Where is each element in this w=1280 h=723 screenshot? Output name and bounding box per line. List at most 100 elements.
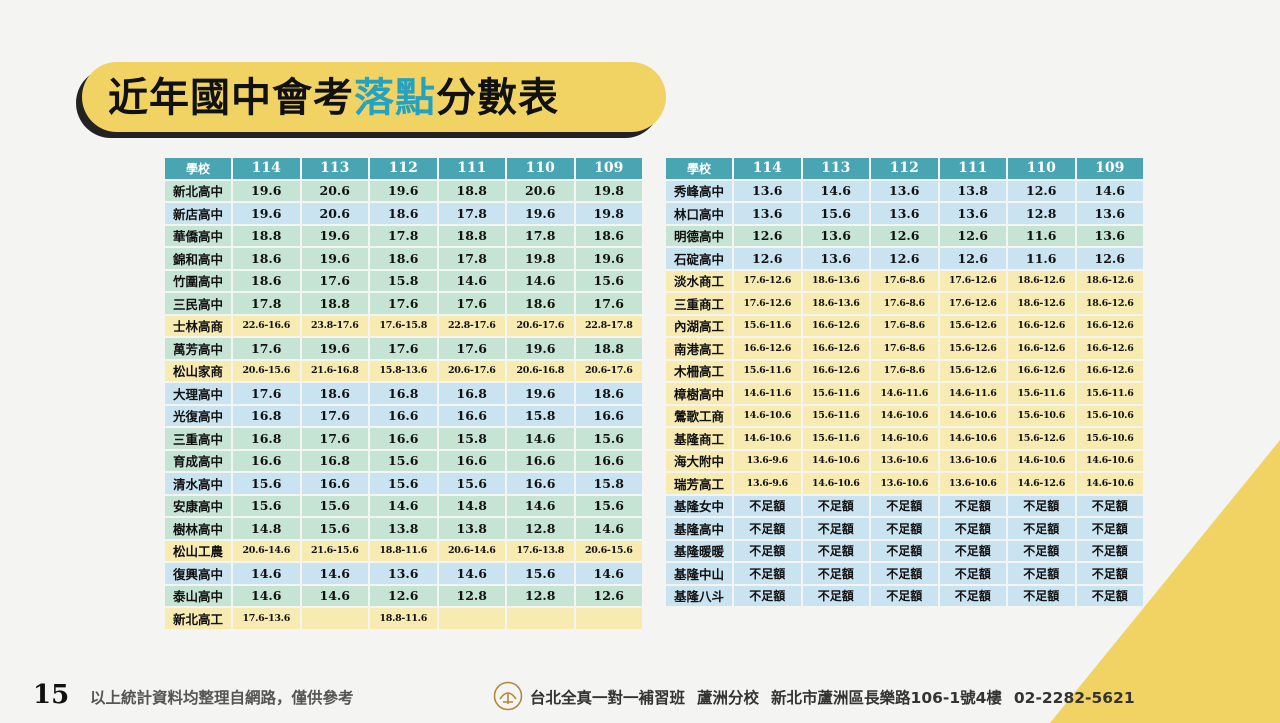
score-cell: 16.6-12.6: [802, 315, 869, 336]
score-cell: 18.8-11.6: [370, 540, 437, 561]
score-cell: 15.6: [438, 473, 505, 494]
score-cell: 16.8: [233, 405, 300, 426]
score-cell: 17.6-8.6: [871, 270, 938, 291]
score-cell: 14.6: [507, 270, 574, 291]
score-cell: 21.6-15.6: [301, 540, 368, 561]
score-cell: 不足額: [939, 563, 1006, 584]
table-row: 松山家商 20.6-15.6 21.6-16.8 15.8-13.6 20.6-17.6…: [165, 360, 642, 381]
column-header-year: 114: [233, 158, 300, 179]
score-cell: 13.6-9.6: [734, 473, 801, 494]
school-name-cell: 士林高商: [165, 315, 231, 336]
score-cell: 15.8: [507, 405, 574, 426]
score-cell: 17.6: [575, 293, 642, 314]
score-cell: 19.6: [301, 225, 368, 246]
score-cell: 12.6: [1008, 180, 1075, 201]
score-cell: 12.8: [1008, 203, 1075, 224]
score-cell: 13.8: [939, 180, 1006, 201]
score-cell: 21.6-16.8: [301, 360, 368, 381]
score-cell: 18.8: [438, 225, 505, 246]
score-cell: 13.6: [802, 225, 869, 246]
school-name-cell: 基隆八斗: [666, 585, 732, 606]
score-cell: 15.6: [301, 495, 368, 516]
score-cell: 20.6-17.6: [438, 360, 505, 381]
score-cell: 18.8: [575, 338, 642, 359]
table-row: 基隆中山 不足額 不足額 不足額 不足額 不足額 不足額: [666, 563, 1143, 584]
score-cell: 16.6-12.6: [802, 338, 869, 359]
score-cell: 14.6-10.6: [802, 473, 869, 494]
source-note: 以上統計資料均整理自網路，僅供參考: [90, 689, 354, 707]
table-row: 海大附中 13.6-9.6 14.6-10.6 13.6-10.6 13.6-10.6 1…: [666, 450, 1143, 471]
school-name-cell: 基隆暖暖: [666, 540, 732, 561]
score-cell: 14.6: [301, 563, 368, 584]
score-cell: 不足額: [1008, 495, 1075, 516]
score-cell: 不足額: [939, 540, 1006, 561]
score-cell: 16.6: [507, 473, 574, 494]
table-row: 萬芳高中 17.6 19.6 17.6 17.6 19.6 18.8: [165, 338, 642, 359]
score-cell: 15.6: [233, 495, 300, 516]
score-cell: 14.8: [438, 495, 505, 516]
score-cell: 不足額: [1076, 585, 1143, 606]
table-row: 安康高中 15.6 15.6 14.6 14.8 14.6 15.6: [165, 495, 642, 516]
score-cell: 19.6: [301, 338, 368, 359]
score-cell: 不足額: [802, 540, 869, 561]
score-cell: 18.6: [575, 225, 642, 246]
score-cell: 15.6: [507, 563, 574, 584]
score-cell: 16.6: [575, 405, 642, 426]
score-cell: 22.8-17.6: [438, 315, 505, 336]
score-cell: 12.8: [507, 518, 574, 539]
score-cell: 20.6-16.8: [507, 360, 574, 381]
score-cell: 18.6-12.6: [1008, 270, 1075, 291]
table-row: 基隆高中 不足額 不足額 不足額 不足額 不足額 不足額: [666, 518, 1143, 539]
column-header-year: 110: [507, 158, 574, 179]
score-cell: 15.6-12.6: [1008, 428, 1075, 449]
school-name-cell: 基隆女中: [666, 495, 732, 516]
table-row: 三重高中 16.8 17.6 16.6 15.8 14.6 15.6: [165, 428, 642, 449]
score-cell: 15.6-11.6: [734, 360, 801, 381]
score-cell: 15.6: [575, 270, 642, 291]
score-cell: 15.6-12.6: [939, 360, 1006, 381]
score-cell: 16.6-12.6: [1076, 360, 1143, 381]
score-cell: 20.6-15.6: [575, 540, 642, 561]
column-header-year: 110: [1008, 158, 1075, 179]
title-suffix: 分數表: [436, 75, 559, 121]
score-cell: 不足額: [802, 495, 869, 516]
score-cell: 12.8: [507, 585, 574, 606]
score-cell: 不足額: [939, 495, 1006, 516]
score-cell: 17.8: [507, 225, 574, 246]
score-cell: 13.8: [370, 518, 437, 539]
table-row: 新北高中 19.6 20.6 19.6 18.8 20.6 19.8: [165, 180, 642, 201]
score-cell: 12.6: [1076, 248, 1143, 269]
score-cell: 22.8-17.8: [575, 315, 642, 336]
score-cell: 15.6: [575, 428, 642, 449]
score-cell: 15.8: [370, 270, 437, 291]
school-name-cell: 松山家商: [165, 360, 231, 381]
contact-info: 台北全真一對一補習班 蘆洲分校 新北市蘆洲區長樂路106-1號4樓 02-2282-5…: [530, 686, 1147, 708]
score-cell: 17.6-13.6: [233, 608, 300, 629]
score-cell: 17.8: [370, 225, 437, 246]
table-row: 基隆八斗 不足額 不足額 不足額 不足額 不足額 不足額: [666, 585, 1143, 606]
score-cell: 15.8: [438, 428, 505, 449]
table-row: 石碇高中 12.6 13.6 12.6 12.6 11.6 12.6: [666, 248, 1143, 269]
school-name: 台北全真一對一補習班: [530, 689, 686, 707]
score-cell: 13.6: [1076, 225, 1143, 246]
score-cell: 13.6: [370, 563, 437, 584]
score-cell: 18.8: [301, 293, 368, 314]
table-row: 三重商工 17.6-12.6 18.6-13.6 17.6-8.6 17.6-12.6 1…: [666, 293, 1143, 314]
score-cell: 12.6: [939, 248, 1006, 269]
score-cell: 不足額: [871, 540, 938, 561]
score-cell: 18.6: [370, 203, 437, 224]
school-name-cell: 三重商工: [666, 293, 732, 314]
score-cell: 15.6-11.6: [802, 383, 869, 404]
score-cell: 12.8: [438, 585, 505, 606]
school-name-cell: 復興高中: [165, 563, 231, 584]
score-cell: 15.6: [575, 495, 642, 516]
table-row: 鶯歌工商 14.6-10.6 15.6-11.6 14.6-10.6 14.6-10.6…: [666, 405, 1143, 426]
score-cell: [507, 608, 574, 629]
school-name-cell: 淡水商工: [666, 270, 732, 291]
school-name-cell: 樟樹高中: [666, 383, 732, 404]
score-cell: 13.8: [438, 518, 505, 539]
score-cell: 15.6-11.6: [1076, 383, 1143, 404]
score-cell: 不足額: [871, 585, 938, 606]
score-cell: 13.6-10.6: [871, 473, 938, 494]
table-row: 錦和高中 18.6 19.6 18.6 17.8 19.8 19.6: [165, 248, 642, 269]
